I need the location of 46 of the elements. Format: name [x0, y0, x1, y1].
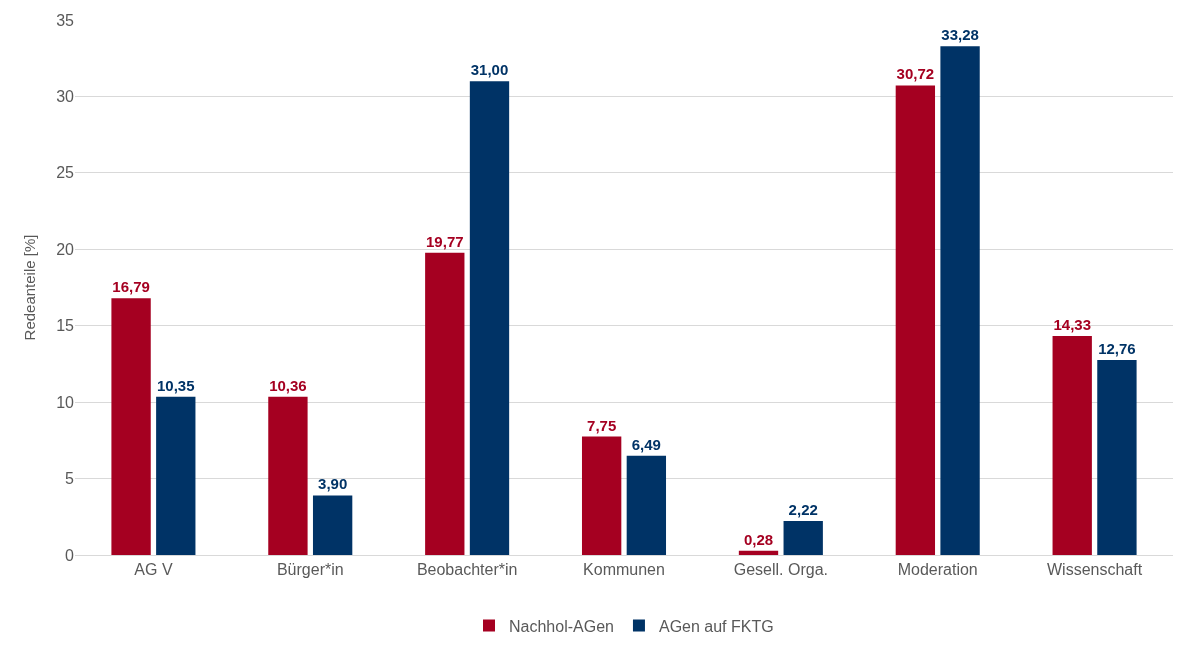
- y-tick-label: 5: [65, 470, 75, 488]
- bar: [111, 298, 151, 555]
- bar: [783, 521, 823, 555]
- y-tick-label: 20: [56, 240, 75, 258]
- data-label: 16,79: [112, 278, 150, 296]
- y-tick-label: 15: [56, 317, 75, 335]
- bar: [940, 46, 980, 555]
- data-label: 14,33: [1053, 315, 1091, 333]
- data-label: 0,28: [743, 530, 774, 548]
- data-label: 10,35: [157, 376, 195, 394]
- bar: [469, 81, 510, 555]
- legend-label: Nachhol-AGen: [509, 617, 614, 635]
- bar: [156, 396, 196, 555]
- x-tick-label: Kommunen: [583, 561, 665, 579]
- data-label: 12,76: [1098, 339, 1136, 357]
- bar: [626, 455, 667, 555]
- data-label: 31,00: [470, 61, 509, 79]
- y-tick-label: 0: [65, 546, 75, 564]
- data-label: 10,36: [269, 376, 307, 394]
- data-label: 2,22: [788, 501, 818, 519]
- y-axis-title: Redeanteile [%]: [21, 234, 38, 341]
- bar: [895, 85, 936, 555]
- y-tick-label: 35: [56, 11, 75, 29]
- x-tick-label: Beobachter*in: [416, 561, 518, 579]
- data-label: 7,75: [587, 416, 617, 434]
- bar: [312, 495, 353, 555]
- bar: [268, 396, 308, 555]
- data-label: 19,77: [426, 232, 464, 250]
- bar: [738, 550, 779, 555]
- x-tick-label: Gesell. Orga.: [733, 561, 828, 579]
- bar: [425, 252, 465, 555]
- legend-label: AGen auf FKTG: [658, 617, 774, 635]
- data-label: 33,28: [941, 26, 979, 44]
- data-label: 6,49: [631, 435, 661, 453]
- y-tick-label: 10: [56, 393, 75, 411]
- x-tick-label: Bürger*in: [276, 561, 344, 579]
- x-tick-label: Moderation: [897, 561, 978, 579]
- y-tick-label: 30: [56, 88, 75, 106]
- x-tick-label: Wissenschaft: [1047, 561, 1143, 579]
- data-label: 30,72: [896, 65, 935, 83]
- data-label: 3,90: [318, 475, 348, 493]
- bar: [581, 436, 622, 555]
- y-tick-label: 25: [56, 164, 75, 182]
- bar: [1097, 359, 1137, 555]
- x-tick-label: AG V: [134, 561, 173, 579]
- bar: [1052, 335, 1092, 555]
